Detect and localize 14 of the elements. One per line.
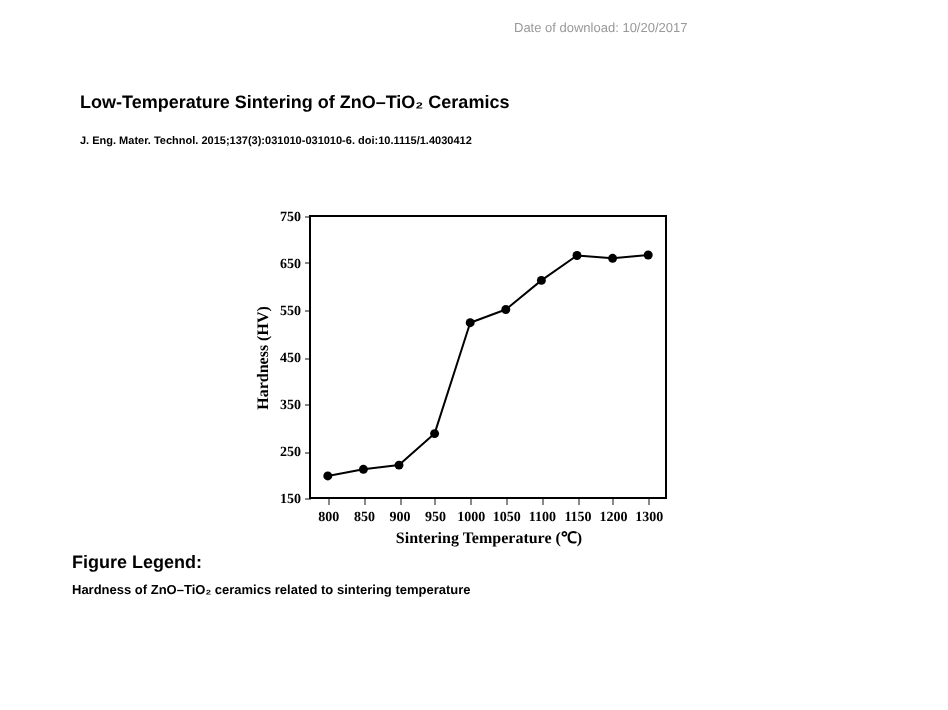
point <box>358 464 368 474</box>
point <box>465 318 475 328</box>
chart-title: Low-Temperature Sintering of ZnO–TiO₂ Ceramics <box>80 92 510 112</box>
point <box>536 275 546 285</box>
point <box>501 305 511 314</box>
y-axis-title: Hardness (HV) <box>254 305 272 410</box>
point <box>323 471 333 481</box>
point <box>608 253 618 263</box>
text: Figure Legend: <box>72 552 202 572</box>
point <box>394 460 404 470</box>
point <box>430 429 440 439</box>
point <box>572 251 582 260</box>
point <box>643 250 653 260</box>
x-axis-title: Sintering Temperature (℃) <box>395 529 583 547</box>
